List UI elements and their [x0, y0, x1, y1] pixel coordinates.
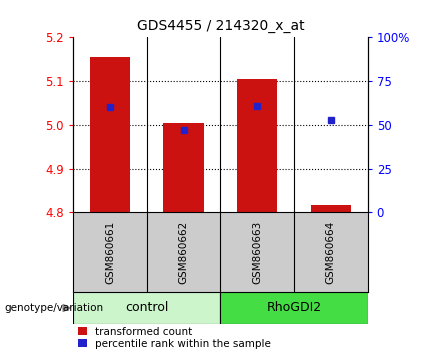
Text: RhoGDI2: RhoGDI2 [267, 302, 322, 314]
Legend: transformed count, percentile rank within the sample: transformed count, percentile rank withi… [78, 327, 271, 349]
Text: genotype/variation: genotype/variation [4, 303, 104, 313]
Text: GSM860661: GSM860661 [105, 221, 115, 284]
Bar [220, 292, 368, 324]
Text: control: control [125, 302, 169, 314]
Text: GSM860664: GSM860664 [326, 221, 336, 284]
Bar [73, 292, 220, 324]
Text: GSM860662: GSM860662 [178, 221, 189, 284]
Bar [163, 122, 204, 212]
Bar [90, 57, 130, 212]
Text: GSM860663: GSM860663 [252, 221, 262, 284]
Bar [310, 205, 351, 212]
Bar [237, 79, 277, 212]
Title: GDS4455 / 214320_x_at: GDS4455 / 214320_x_at [137, 19, 304, 33]
